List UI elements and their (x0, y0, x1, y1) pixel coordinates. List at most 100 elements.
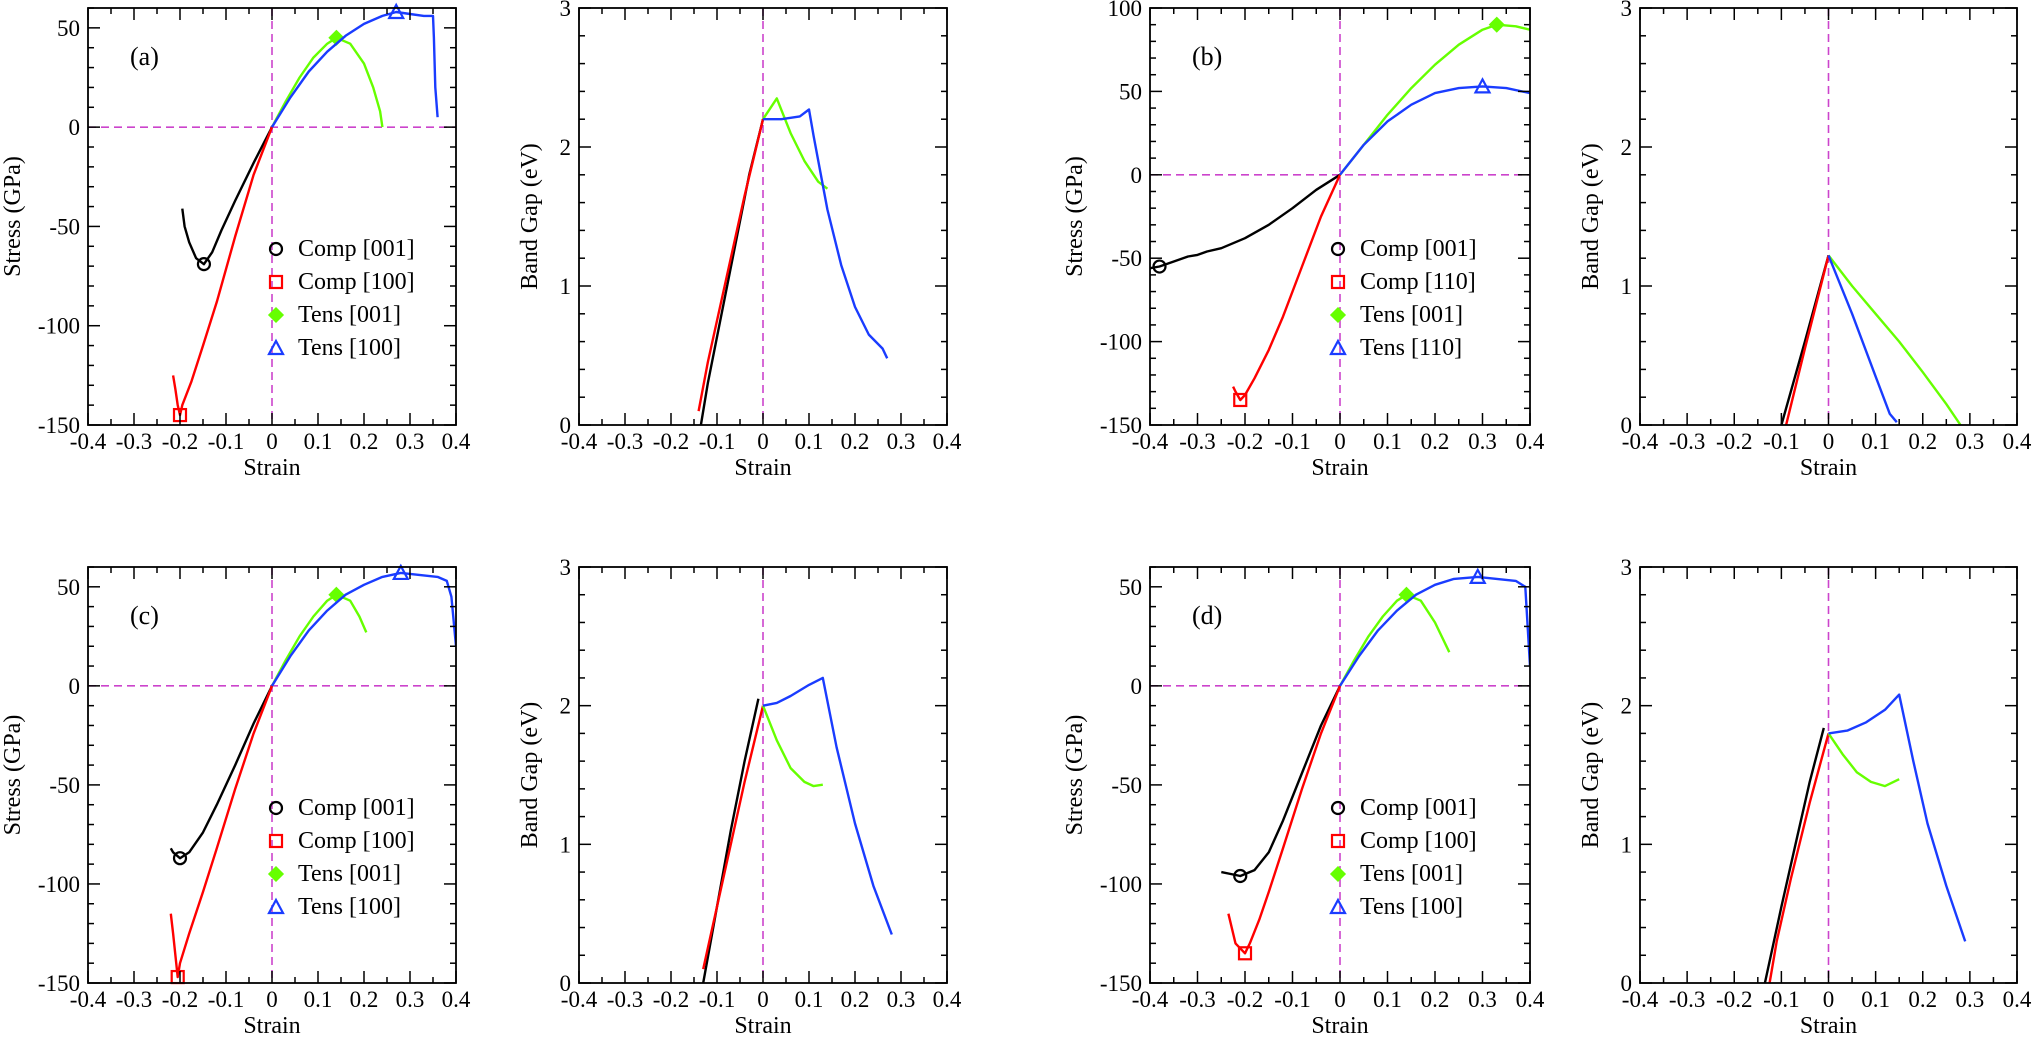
series-line-2 (702, 705, 765, 970)
x-tick-label: 0.2 (350, 987, 379, 1012)
chart-panel-8: -0.4 -0.3 -0.2 -0.1 0 0.1 0.2 0.3 0.4 0 1 2 3 Strain B… (1578, 555, 2032, 1039)
y-tick-label: -50 (49, 214, 80, 239)
series-peak-marker-4 (391, 563, 410, 581)
series-peak-marker-1 (1233, 868, 1248, 884)
legend-entry-2: Comp [100] (298, 828, 415, 854)
legend-marker-2 (1330, 274, 1346, 290)
x-tick-label: 0.1 (795, 987, 824, 1012)
legend-entry-3: Tens [001] (1360, 861, 1463, 887)
legend-entry-4: Tens [100] (298, 335, 401, 361)
y-tick-label: 0 (1131, 163, 1143, 188)
y-tick-label: 1 (560, 274, 572, 299)
x-tick-label: -0.3 (116, 987, 152, 1012)
y-tick-label: 1 (560, 832, 572, 857)
x-tick-label: 0.4 (933, 987, 962, 1012)
y-tick-label: 0 (1621, 413, 1633, 438)
y-axis-label: Band Gap (eV) (1578, 702, 1604, 849)
series-line-3 (270, 593, 368, 687)
x-tick-label: 0.2 (1908, 987, 1937, 1012)
legend-entry-2: Comp [100] (298, 269, 415, 295)
y-axis-label: Band Gap (eV) (1578, 143, 1604, 290)
y-tick-label: 50 (1119, 79, 1142, 104)
x-tick-label: 0.2 (841, 429, 870, 454)
legend-marker-1 (268, 800, 284, 816)
chart-panel-4: -0.4 -0.3 -0.2 -0.1 0 0.1 0.2 0.3 0.4 0 1 2 3 Strain B… (1578, 0, 2032, 481)
x-tick-label: -0.1 (208, 987, 244, 1012)
series-line-1 (1150, 173, 1341, 270)
x-tick-label: -0.2 (1227, 429, 1263, 454)
y-tick-label: 2 (1621, 135, 1633, 160)
x-tick-label: -0.2 (162, 987, 198, 1012)
x-axis-label: Strain (1800, 455, 1857, 481)
legend-marker-4 (267, 338, 285, 356)
y-tick-label: 1 (1621, 274, 1633, 299)
y-tick-label: 0 (1131, 674, 1143, 699)
y-tick-label: -150 (1100, 413, 1142, 438)
x-tick-label: 0.4 (442, 429, 471, 454)
x-tick-label: -0.4 (70, 987, 107, 1012)
legend-entry-3: Tens [001] (298, 302, 401, 328)
legend-marker-3 (267, 306, 285, 324)
y-tick-label: -100 (1100, 330, 1142, 355)
x-tick-label: 0.1 (1373, 429, 1402, 454)
y-tick-label: 0 (69, 115, 81, 140)
series-peak-marker-2 (1233, 392, 1248, 408)
x-tick-label: 0.3 (1468, 987, 1497, 1012)
series-line-3 (762, 97, 829, 190)
x-axis-label: Strain (1311, 1013, 1368, 1039)
y-tick-label: 2 (1621, 694, 1633, 719)
x-tick-label: 0 (757, 429, 769, 454)
chart-panel-3: -0.4 -0.3 -0.2 -0.1 0 0.1 0.2 0.3 0.4 -150 -100 -50… (1062, 0, 1545, 481)
x-tick-label: 0.3 (887, 987, 916, 1012)
y-tick-label: 100 (1108, 0, 1143, 21)
series-line-4 (1828, 693, 1967, 942)
x-axis-label: Strain (243, 455, 300, 481)
series-line-2 (169, 685, 274, 979)
y-tick-label: -50 (49, 773, 80, 798)
x-tick-label: 0.4 (1516, 429, 1545, 454)
y-tick-label: -100 (38, 314, 80, 339)
panel-label: (c) (130, 601, 159, 630)
series-line-2 (1784, 255, 1830, 425)
x-tick-label: 0.1 (795, 429, 824, 454)
series-peak-marker-4 (1473, 77, 1492, 94)
legend-entry-1: Comp [001] (1360, 795, 1477, 821)
series-line-1 (181, 126, 274, 266)
series-line-3 (1339, 23, 1530, 176)
series-line-2 (171, 126, 274, 417)
y-tick-label: -50 (1111, 773, 1142, 798)
x-tick-label: 0.1 (1861, 987, 1890, 1012)
series-line-4 (1827, 254, 1898, 423)
x-tick-label: -0.2 (653, 429, 689, 454)
x-axis-label: Strain (1800, 1013, 1857, 1039)
legend-entry-2: Comp [100] (1360, 828, 1477, 854)
y-tick-label: 0 (560, 971, 572, 996)
y-tick-label: 3 (560, 0, 572, 21)
x-tick-label: 0.4 (2003, 429, 2032, 454)
y-tick-label: 2 (560, 694, 572, 719)
chart-panel-6: -0.4 -0.3 -0.2 -0.1 0 0.1 0.2 0.3 0.4 0 1 2 3 Strain B… (517, 555, 962, 1039)
y-axis-label: Stress (GPa) (0, 715, 26, 836)
series-line-4 (270, 10, 439, 128)
chart-panel-2: -0.4 -0.3 -0.2 -0.1 0 0.1 0.2 0.3 0.4 0 1 2 3 Strain B… (517, 0, 962, 481)
legend-marker-3 (1329, 865, 1347, 883)
y-tick-label: 0 (1621, 971, 1633, 996)
x-tick-label: -0.2 (1716, 429, 1752, 454)
legend-marker-4 (267, 897, 285, 915)
series-line-3 (1827, 254, 1962, 425)
x-tick-label: -0.1 (1274, 429, 1310, 454)
x-tick-label: -0.1 (1763, 987, 1799, 1012)
x-tick-label: -0.3 (1179, 429, 1215, 454)
x-tick-label: 0 (266, 429, 278, 454)
series-line-4 (270, 571, 456, 687)
x-tick-label: 0.2 (1421, 429, 1450, 454)
series-line-4 (1338, 575, 1530, 687)
legend-marker-2 (268, 274, 284, 290)
legend-entry-1: Comp [001] (298, 795, 415, 821)
y-tick-label: 50 (57, 575, 80, 600)
legend-marker-2 (1330, 833, 1346, 849)
x-tick-label: -0.1 (1274, 987, 1310, 1012)
y-axis-label: Band Gap (eV) (517, 143, 543, 290)
series-line-3 (1827, 732, 1900, 788)
x-tick-label: 0.3 (1956, 429, 1985, 454)
